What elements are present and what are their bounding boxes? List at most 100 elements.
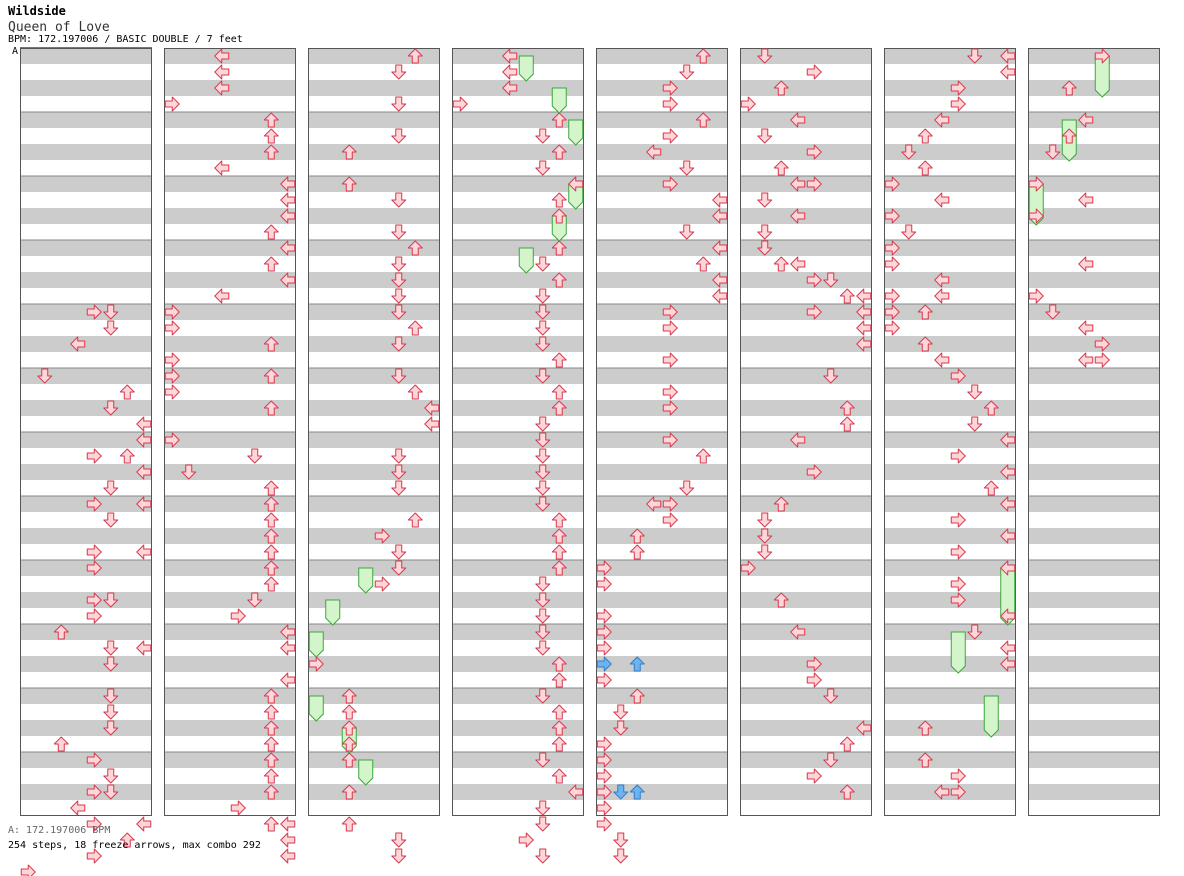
row-stripe xyxy=(884,432,1016,448)
step-arrow xyxy=(596,784,612,800)
step-arrow xyxy=(1094,352,1110,368)
row-stripe xyxy=(596,720,728,736)
row-stripe xyxy=(740,112,872,128)
row-stripe xyxy=(308,784,440,800)
chart-column xyxy=(596,48,728,864)
step-arrow xyxy=(70,336,86,352)
step-arrow xyxy=(535,464,551,480)
row-stripe xyxy=(308,528,440,544)
step-arrow xyxy=(535,496,551,512)
step-arrow xyxy=(950,368,966,384)
step-arrow xyxy=(917,304,933,320)
step-arrow xyxy=(391,464,407,480)
row-stripe xyxy=(452,48,584,64)
step-arrow xyxy=(917,752,933,768)
row-stripe xyxy=(308,624,440,640)
step-arrow xyxy=(341,816,357,832)
row-stripe xyxy=(596,240,728,256)
step-arrow xyxy=(341,752,357,768)
row-stripe xyxy=(596,496,728,512)
row-stripe xyxy=(20,432,152,448)
row-stripe xyxy=(20,272,152,288)
step-arrow xyxy=(839,288,855,304)
step-arrow xyxy=(950,80,966,96)
step-arrow xyxy=(551,352,567,368)
row-stripe xyxy=(596,176,728,192)
row-stripe xyxy=(740,624,872,640)
row-stripe xyxy=(740,368,872,384)
step-arrow xyxy=(535,640,551,656)
step-arrow xyxy=(535,608,551,624)
freeze-arrow xyxy=(551,87,567,114)
row-stripe xyxy=(452,176,584,192)
step-arrow xyxy=(1061,128,1077,144)
row-stripe xyxy=(740,528,872,544)
row-stripe xyxy=(740,208,872,224)
row-stripe xyxy=(308,688,440,704)
row-stripe xyxy=(740,272,872,288)
row-stripe xyxy=(452,336,584,352)
chart-column xyxy=(20,48,152,876)
row-stripe xyxy=(164,656,296,672)
row-stripe xyxy=(164,368,296,384)
row-stripe xyxy=(308,208,440,224)
step-arrow xyxy=(1000,64,1016,80)
step-arrow xyxy=(596,672,612,688)
row-stripe xyxy=(308,656,440,672)
chart-column xyxy=(308,48,440,864)
row-stripe xyxy=(20,208,152,224)
row-stripe xyxy=(452,688,584,704)
row-stripe xyxy=(884,656,1016,672)
step-arrow xyxy=(568,784,584,800)
row-stripe xyxy=(308,752,440,768)
step-arrow xyxy=(551,384,567,400)
step-arrow xyxy=(856,720,872,736)
step-arrow xyxy=(263,688,279,704)
step-arrow xyxy=(662,320,678,336)
row-stripe xyxy=(452,80,584,96)
row-stripe xyxy=(596,624,728,640)
step-arrow xyxy=(950,512,966,528)
step-arrow xyxy=(950,768,966,784)
step-arrow xyxy=(712,208,728,224)
step-arrow xyxy=(884,208,900,224)
row-stripe xyxy=(596,112,728,128)
step-arrow xyxy=(757,544,773,560)
step-arrow xyxy=(263,784,279,800)
row-stripe xyxy=(20,592,152,608)
step-arrow xyxy=(280,832,296,848)
step-arrow xyxy=(646,144,662,160)
step-arrow xyxy=(901,144,917,160)
row-stripe xyxy=(1028,304,1160,320)
step-arrow xyxy=(662,128,678,144)
row-stripe xyxy=(1028,688,1160,704)
step-arrow xyxy=(103,480,119,496)
step-arrow xyxy=(263,144,279,160)
step-arrow xyxy=(535,816,551,832)
step-arrow xyxy=(790,624,806,640)
step-arrow xyxy=(967,48,983,64)
row-stripe xyxy=(596,368,728,384)
row-stripe xyxy=(308,304,440,320)
step-arrow xyxy=(790,432,806,448)
step-arrow xyxy=(679,64,695,80)
step-arrow xyxy=(856,304,872,320)
step-arrow xyxy=(263,512,279,528)
step-arrow xyxy=(613,704,629,720)
step-arrow xyxy=(535,752,551,768)
freeze-arrow xyxy=(518,247,534,274)
step-arrow xyxy=(502,64,518,80)
step-arrow xyxy=(86,608,102,624)
step-arrow xyxy=(535,416,551,432)
step-arrow xyxy=(695,112,711,128)
row-stripe xyxy=(452,528,584,544)
step-arrow xyxy=(263,768,279,784)
row-stripe xyxy=(452,496,584,512)
step-arrow xyxy=(551,560,567,576)
step-arrow xyxy=(37,368,53,384)
step-arrow xyxy=(695,256,711,272)
row-stripe xyxy=(308,592,440,608)
step-arrow xyxy=(391,544,407,560)
row-stripe xyxy=(164,304,296,320)
step-arrow xyxy=(535,320,551,336)
